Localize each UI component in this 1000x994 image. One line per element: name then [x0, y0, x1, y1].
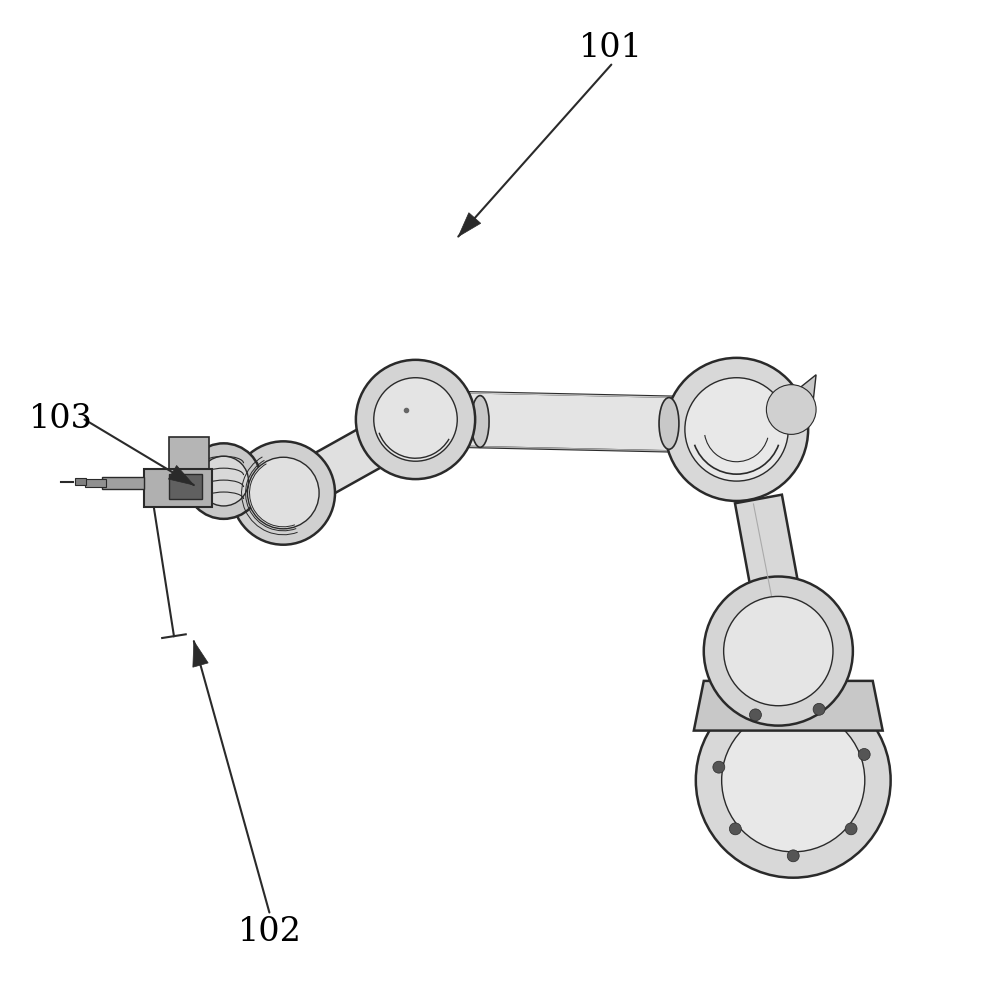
Circle shape	[766, 385, 816, 434]
Circle shape	[858, 748, 870, 760]
Circle shape	[724, 596, 833, 706]
Circle shape	[356, 360, 475, 479]
Circle shape	[248, 457, 319, 529]
Circle shape	[186, 443, 261, 519]
Polygon shape	[102, 477, 144, 489]
Circle shape	[704, 577, 853, 726]
Circle shape	[845, 823, 857, 835]
Polygon shape	[458, 213, 481, 237]
Polygon shape	[791, 375, 816, 419]
Circle shape	[374, 378, 457, 461]
Circle shape	[749, 709, 761, 721]
Circle shape	[199, 456, 249, 506]
Circle shape	[685, 378, 788, 481]
Circle shape	[729, 823, 741, 835]
Text: 101: 101	[579, 32, 643, 64]
Ellipse shape	[471, 396, 489, 447]
Ellipse shape	[659, 398, 679, 449]
Polygon shape	[278, 403, 426, 513]
Text: 103: 103	[29, 404, 93, 435]
Polygon shape	[85, 479, 106, 487]
Polygon shape	[169, 437, 209, 474]
Polygon shape	[75, 478, 86, 485]
Circle shape	[787, 850, 799, 862]
Polygon shape	[735, 495, 812, 665]
Circle shape	[696, 683, 891, 878]
Circle shape	[665, 358, 808, 501]
Polygon shape	[168, 465, 194, 485]
Circle shape	[722, 709, 865, 852]
Polygon shape	[193, 641, 208, 667]
Text: 102: 102	[237, 916, 301, 948]
Circle shape	[813, 704, 825, 716]
Polygon shape	[216, 462, 285, 514]
Polygon shape	[462, 393, 689, 451]
Circle shape	[232, 441, 335, 545]
Polygon shape	[169, 474, 202, 499]
Polygon shape	[144, 469, 212, 507]
Polygon shape	[694, 681, 883, 731]
Circle shape	[713, 761, 725, 773]
